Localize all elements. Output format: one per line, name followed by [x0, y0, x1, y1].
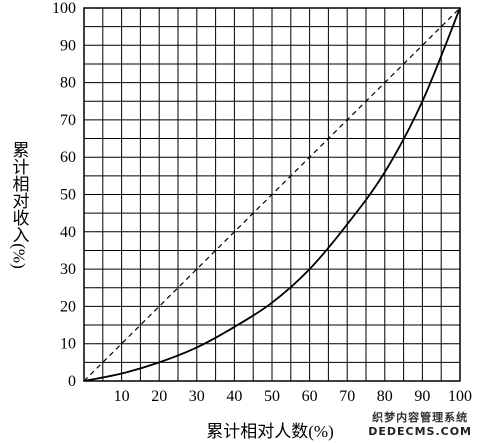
- y-tick-label: 40: [60, 224, 76, 241]
- watermark-url: DEDECMS.COM: [368, 425, 472, 438]
- x-tick-label: 70: [339, 388, 355, 405]
- grid: [83, 7, 461, 382]
- y-tick-label: 30: [60, 261, 76, 278]
- y-tick-label: 70: [60, 112, 76, 129]
- x-tick-label: 30: [189, 388, 205, 405]
- x-tick-label: 20: [151, 388, 167, 405]
- series-line-lorenz-curve: [83, 7, 461, 382]
- series-layer: [83, 7, 461, 382]
- y-axis-label: 累计相对收入(%): [10, 141, 30, 269]
- tick-labels: 10 20 30 40 50 60 70 80 90 100 0 10 20 30 40 50 60 70 80 90…: [52, 0, 472, 405]
- y-tick-label: 90: [60, 37, 76, 54]
- y-tick-label: 0: [68, 373, 76, 390]
- watermark-title: 织梦内容管理系统: [372, 411, 469, 424]
- x-tick-label: 40: [226, 388, 242, 405]
- x-tick-label: 100: [448, 388, 472, 405]
- y-tick-label: 20: [60, 298, 76, 315]
- x-tick-label: 90: [414, 388, 430, 405]
- series-line-equality: [83, 7, 461, 382]
- y-tick-label: 50: [60, 187, 76, 204]
- x-tick-label: 80: [377, 388, 393, 405]
- watermark: 织梦内容管理系统 DEDECMS.COM: [368, 409, 472, 438]
- y-tick-label: 60: [60, 149, 76, 166]
- y-tick-label: 10: [60, 336, 76, 353]
- x-tick-label: 10: [114, 388, 130, 405]
- x-tick-label: 60: [302, 388, 318, 405]
- x-tick-label: 50: [264, 388, 280, 405]
- y-tick-label: 80: [60, 75, 76, 92]
- y-tick-label: 100: [52, 0, 76, 17]
- x-axis-label: 累计相对人数(%): [206, 422, 333, 441]
- plot-frame: [83, 7, 461, 382]
